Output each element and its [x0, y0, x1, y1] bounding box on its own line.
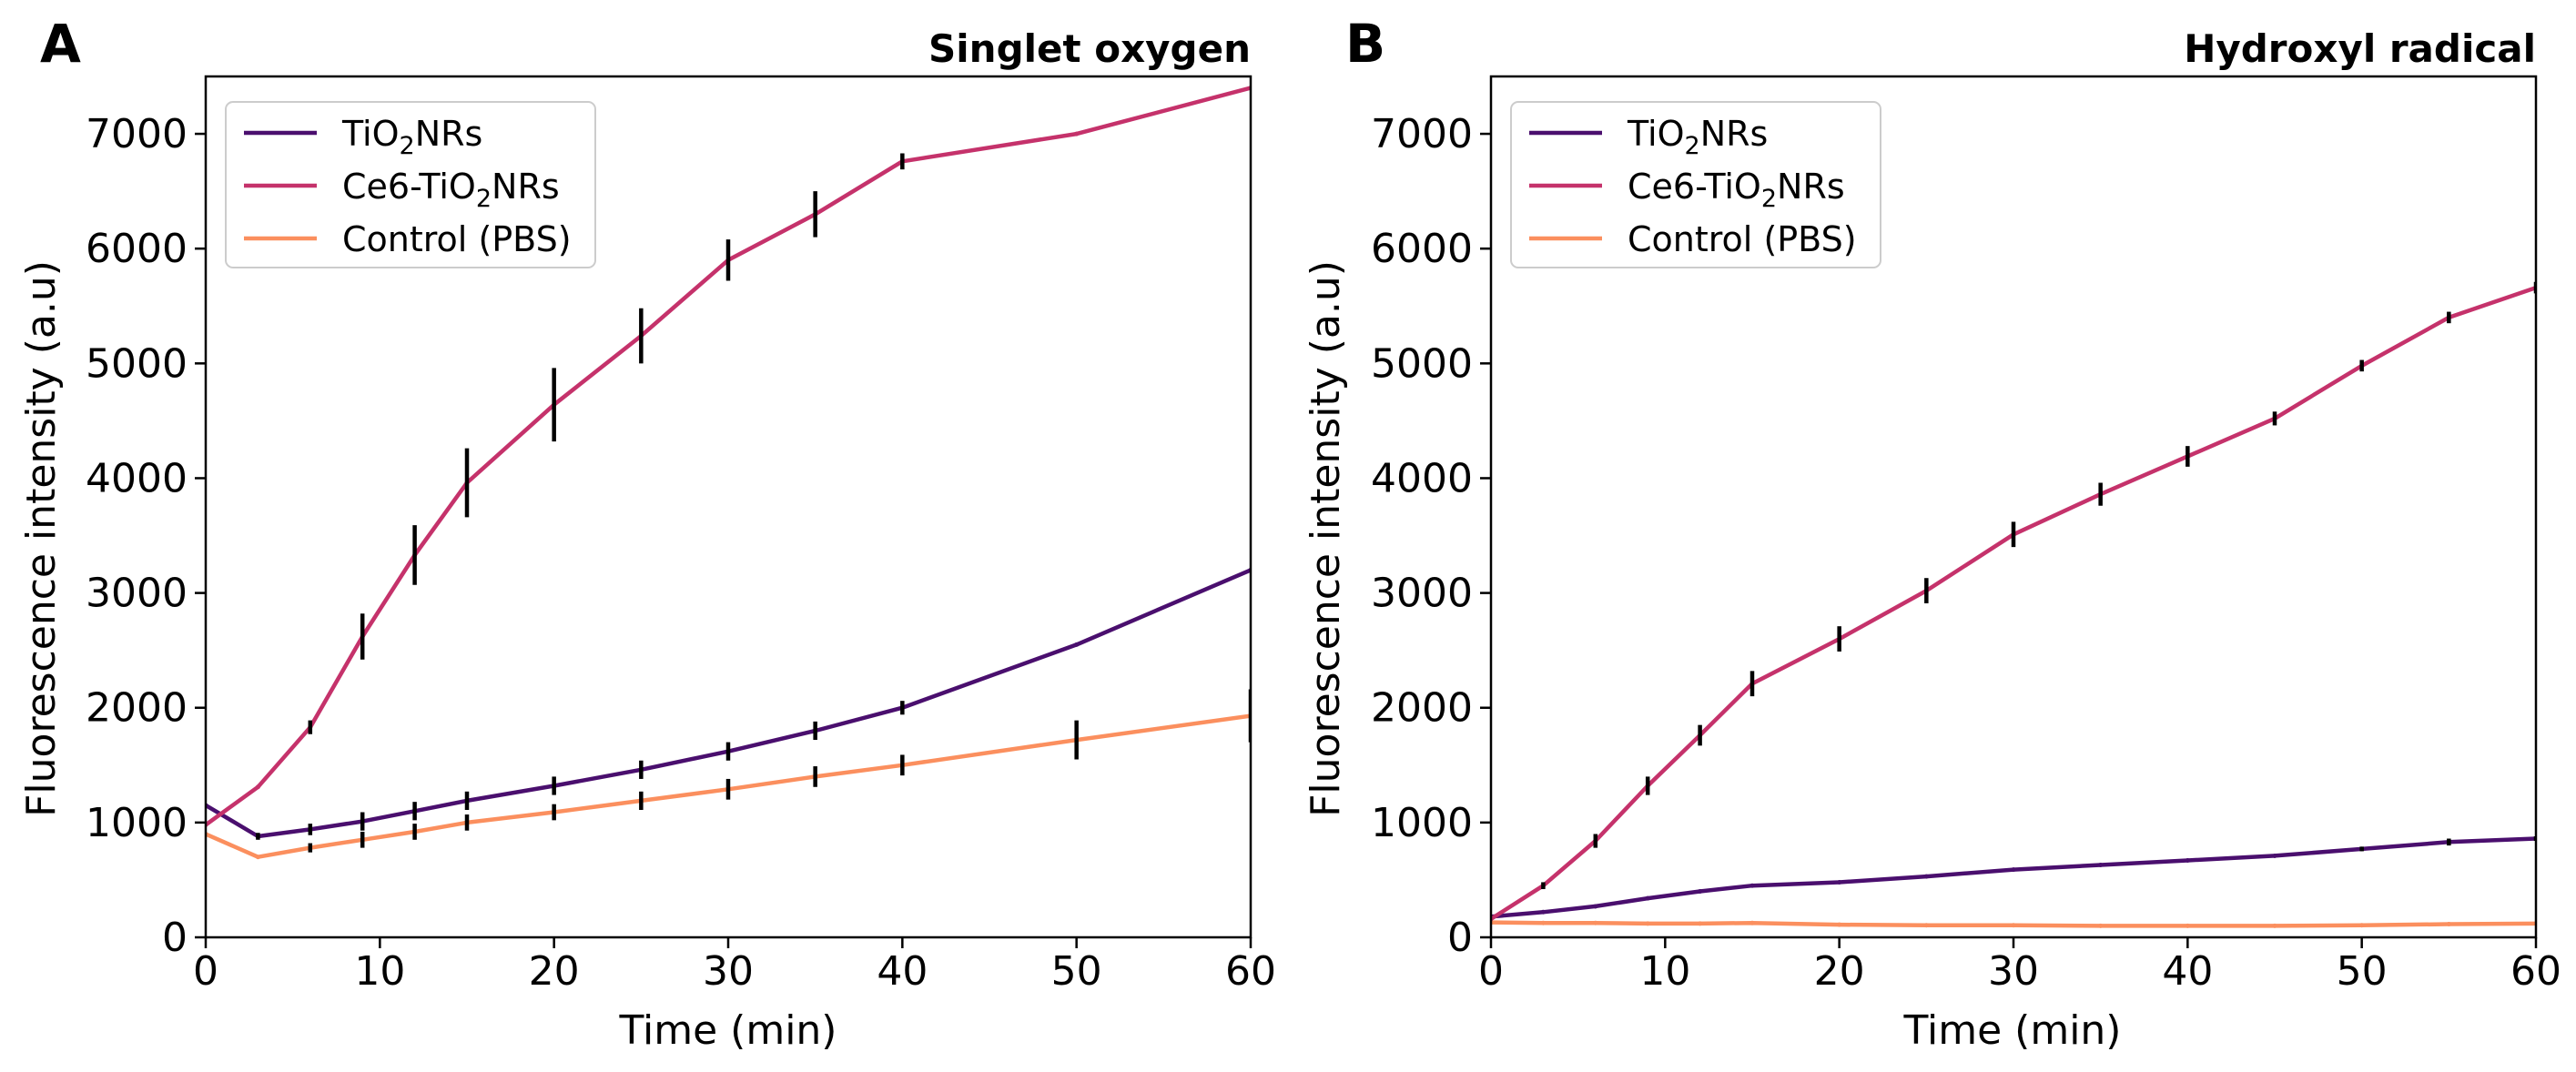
y-tick-label: 5000: [1371, 340, 1473, 387]
y-tick-label: 0: [1447, 915, 1473, 961]
x-tick-label: 20: [1814, 948, 1865, 995]
panel-b: B Hydroxyl radical 0 10 20 30 40 50 60 0 1000 200…: [1303, 13, 2561, 1054]
y-tick-label: 5000: [86, 340, 188, 387]
data-point: [1540, 920, 1546, 925]
data-point: [1698, 921, 1703, 926]
data-point: [1923, 923, 1929, 928]
x-tick-label: 0: [193, 948, 218, 995]
y-tick-label: 3000: [86, 571, 188, 617]
series-line-tio2nrs: [1491, 836, 2536, 919]
data-point: [2185, 923, 2190, 928]
legend-label: TiO2NRs: [1627, 114, 1768, 160]
x-tick-label: 30: [1988, 948, 2039, 995]
data-point: [1593, 904, 1598, 909]
x-tick-label: 50: [1051, 948, 1102, 995]
panel-b-title: Hydroxyl radical: [2184, 26, 2536, 71]
y-tick-label: 1000: [86, 800, 188, 846]
panel-a-xlabel: Time (min): [619, 1007, 837, 1054]
x-tick-label: 60: [1225, 948, 1276, 995]
panel-a: A Singlet oxygen 0 10 20 30 40 50 60 0 1000 2000 3…: [18, 13, 1276, 1054]
legend-label: Ce6-TiO2NRs: [1628, 167, 1845, 213]
y-tick-label: 2000: [86, 685, 188, 732]
data-point: [2011, 923, 2016, 928]
data-point: [2272, 923, 2277, 928]
panel-b-data: [1491, 281, 2536, 928]
legend-label: TiO2NRs: [341, 114, 482, 160]
y-tick-label: 2000: [1371, 685, 1473, 732]
data-point: [255, 855, 260, 860]
data-point: [2185, 857, 2190, 863]
data-point: [1074, 642, 1080, 647]
panel-b-letter: B: [1345, 13, 1385, 75]
panel-b-ylabel: Fluorescence intensity (a.u): [1303, 260, 1349, 817]
x-tick-label: 10: [1639, 948, 1690, 995]
y-tick-label: 0: [162, 915, 188, 961]
x-tick-label: 0: [1478, 948, 1504, 995]
legend-box: [1510, 101, 1881, 268]
x-tick-label: 50: [2337, 948, 2388, 995]
x-tick-label: 60: [2510, 948, 2561, 995]
data-point: [1645, 895, 1650, 901]
panel-a-title: Singlet oxygen: [928, 26, 1251, 71]
y-tick-label: 7000: [86, 111, 188, 157]
panel-b-plot: 0 10 20 30 40 50 60 0 1000 2000 3000 4000 5000 6000 70…: [1371, 75, 2561, 995]
series-line-ce6-tio2nrs: [1491, 285, 2536, 921]
panel-a-ylabel: Fluorescence intensity (a.u): [18, 260, 65, 817]
data-point: [1837, 879, 1842, 885]
legend-box: [225, 101, 596, 268]
data-point: [1749, 920, 1755, 925]
panel-a-data: [206, 86, 1251, 860]
y-tick-label: 6000: [86, 226, 188, 272]
y-tick-label: 1000: [1371, 800, 1473, 846]
y-tick-label: 6000: [1371, 226, 1473, 272]
y-tick-label: 3000: [1371, 571, 1473, 617]
x-tick-label: 40: [877, 948, 928, 995]
x-tick-label: 20: [529, 948, 580, 995]
data-point: [2098, 923, 2104, 928]
data-point: [2098, 863, 2104, 868]
data-point: [1593, 920, 1598, 925]
data-point: [2446, 921, 2451, 926]
data-point: [1749, 883, 1755, 888]
panel-a-legend: TiO2NRs Ce6-TiO2NRs Control (PBS): [225, 101, 596, 268]
panel-a-plot: 0 10 20 30 40 50 60 0 1000 2000 3000 4000 5000 6000 70…: [86, 75, 1276, 995]
data-point: [1923, 874, 1929, 879]
data-point: [1698, 889, 1703, 895]
data-point: [2272, 853, 2277, 858]
panel-b-xlabel: Time (min): [1903, 1007, 2122, 1054]
data-point: [2359, 923, 2365, 928]
data-point: [1540, 909, 1546, 915]
data-point: [2011, 867, 2016, 873]
data-point: [1074, 131, 1080, 137]
x-tick-label: 30: [703, 948, 754, 995]
x-tick-label: 10: [354, 948, 405, 995]
data-point: [255, 784, 260, 790]
legend-label: Ce6-TiO2NRs: [342, 167, 560, 213]
y-tick-label: 4000: [86, 455, 188, 501]
legend-label: Control (PBS): [342, 219, 572, 259]
data-point: [1645, 921, 1650, 926]
y-tick-label: 4000: [1371, 455, 1473, 501]
panel-b-legend: TiO2NRs Ce6-TiO2NRs Control (PBS): [1510, 101, 1881, 268]
panel-a-letter: A: [40, 13, 81, 75]
y-tick-label: 7000: [1371, 111, 1473, 157]
data-point: [1837, 922, 1842, 927]
legend-label: Control (PBS): [1628, 219, 1857, 259]
x-tick-label: 40: [2162, 948, 2213, 995]
